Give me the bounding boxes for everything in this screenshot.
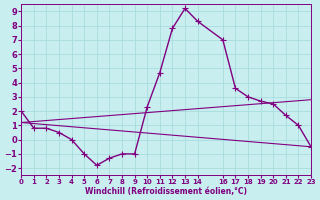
X-axis label: Windchill (Refroidissement éolien,°C): Windchill (Refroidissement éolien,°C) <box>85 187 247 196</box>
